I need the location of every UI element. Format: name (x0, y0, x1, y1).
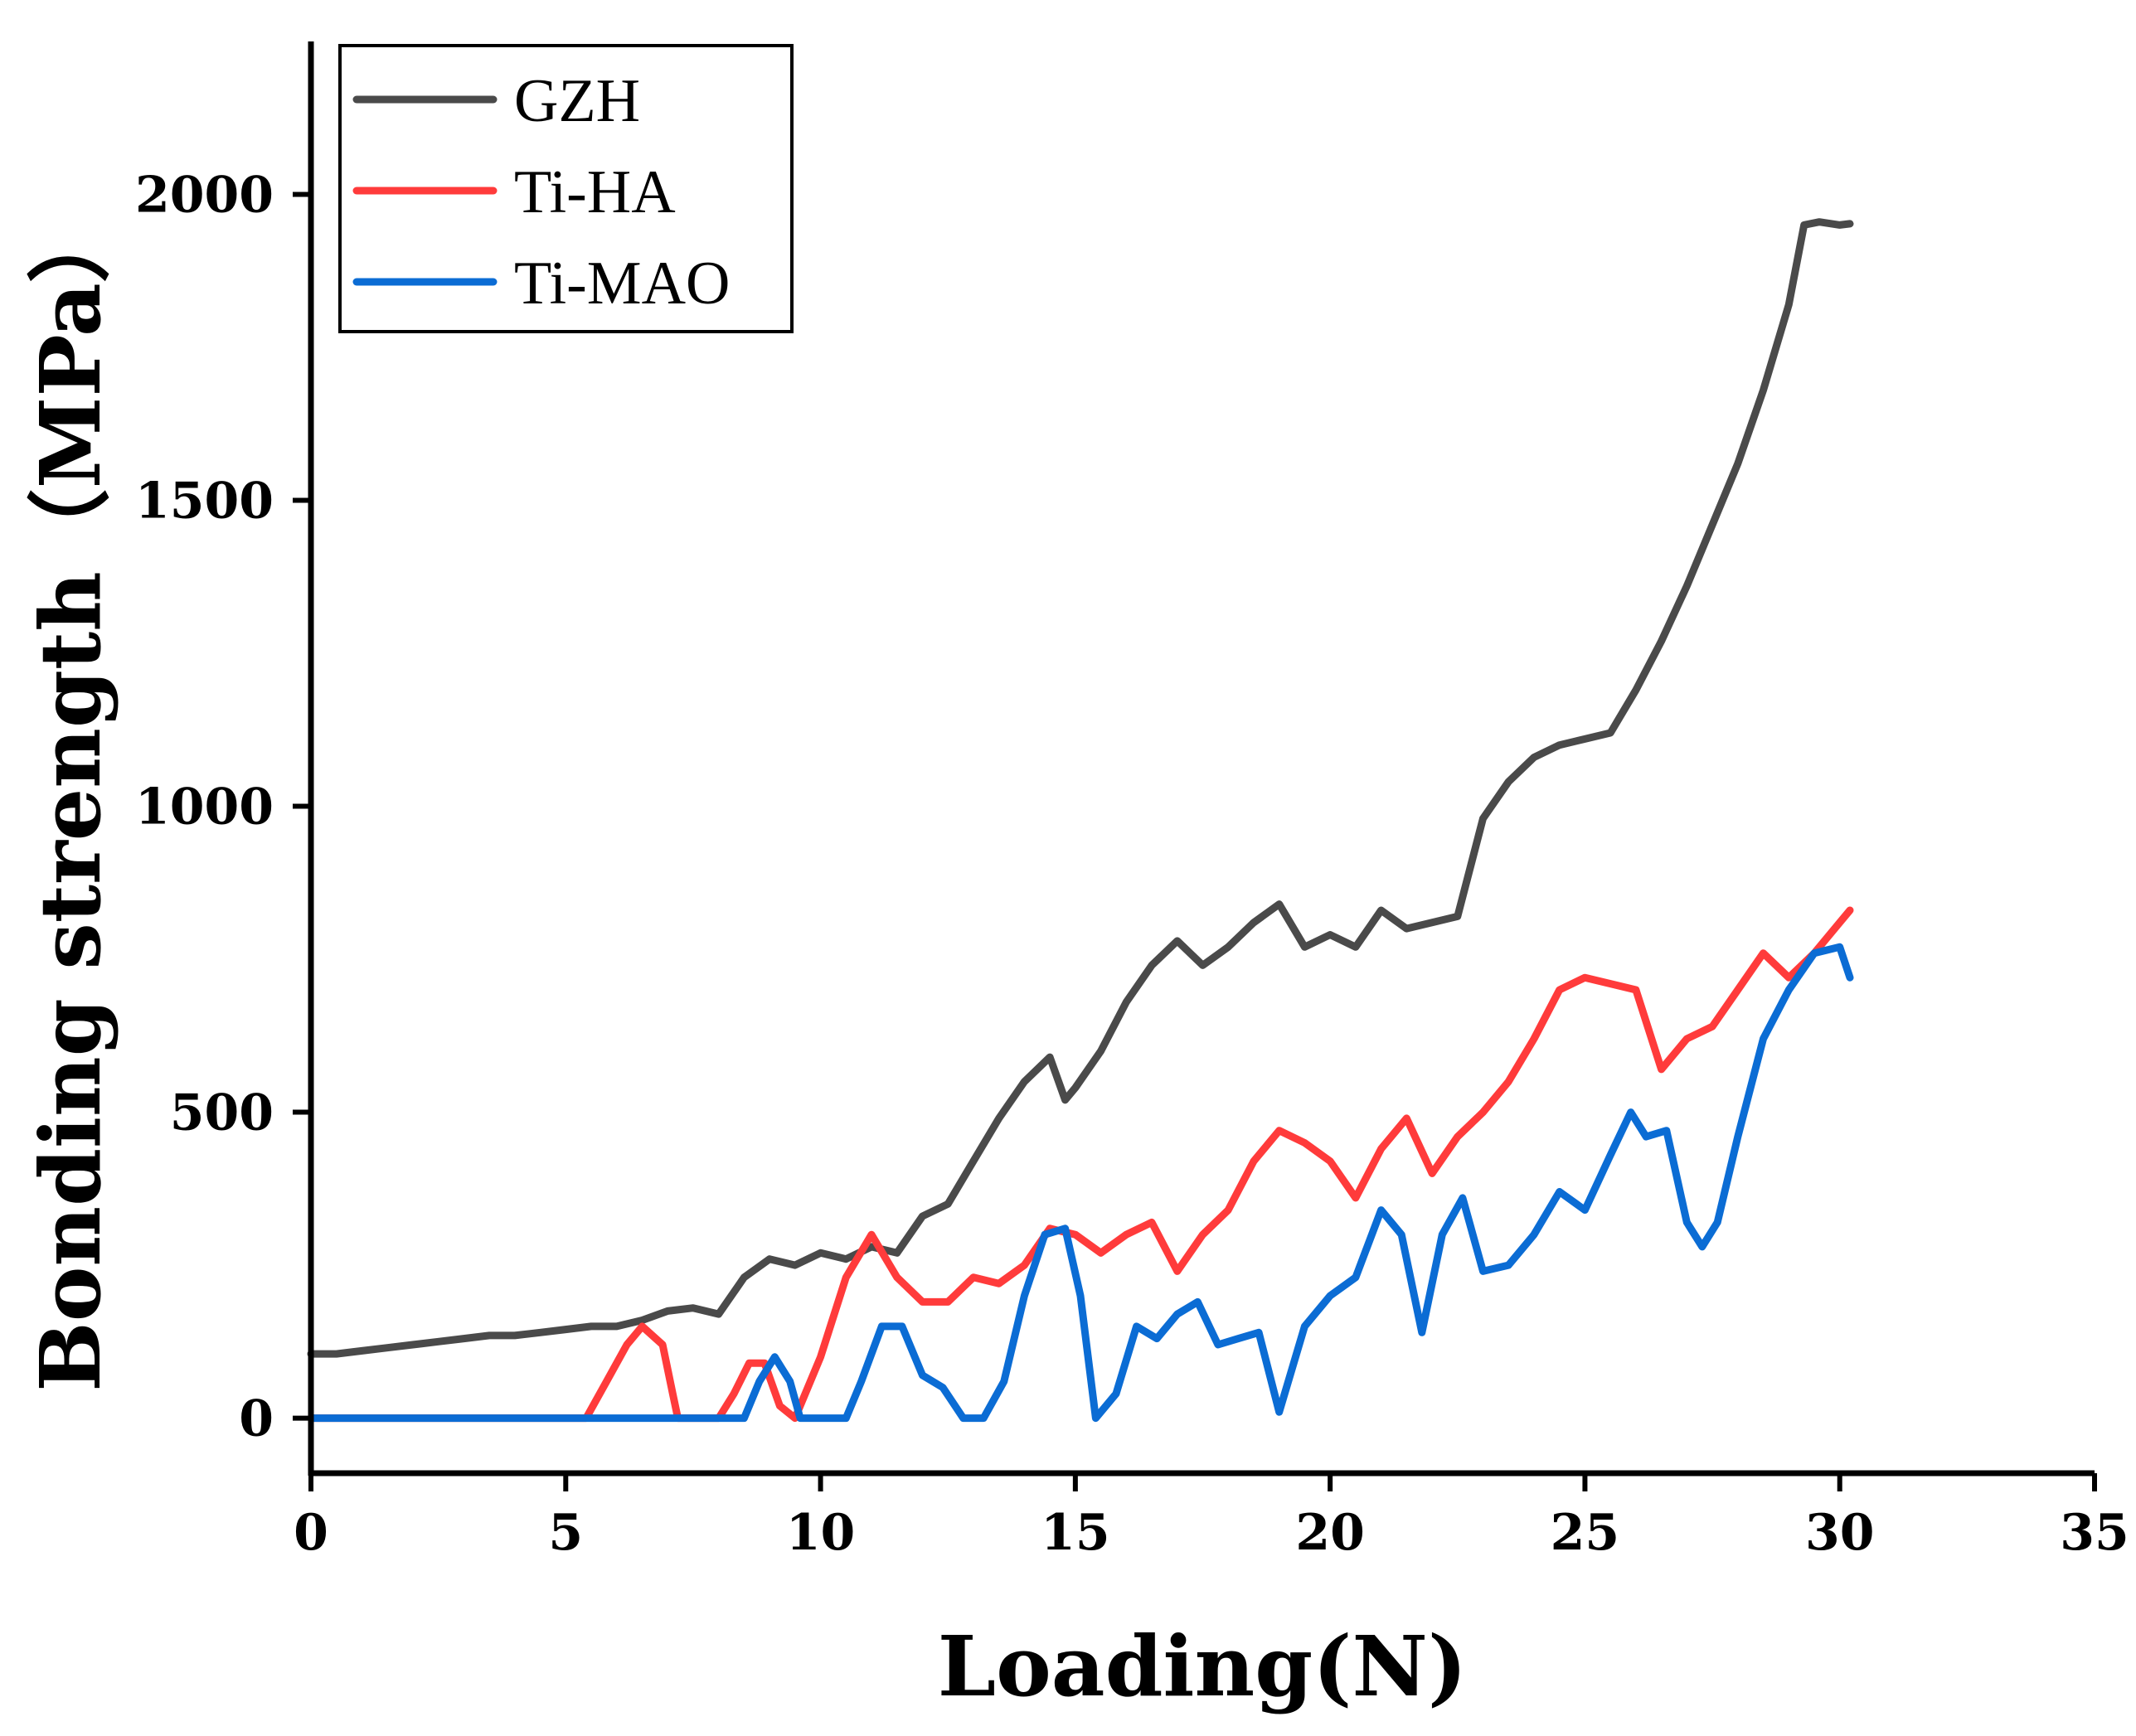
x-tick-label: 5 (548, 1504, 583, 1562)
legend-label-ti-ha: Ti-HA (514, 158, 676, 226)
legend-label-ti-mao: Ti-MAO (514, 250, 730, 318)
ticks-layer: 0 5 10 15 20 25 30 35 0 500 1000 1500 2000 (135, 167, 2129, 1562)
x-axis-title: Loading(N) (938, 1617, 1467, 1715)
x-tick-label: 25 (1551, 1504, 1620, 1562)
x-tick-label: 0 (294, 1504, 328, 1562)
series-line-ti-mao (307, 943, 1854, 1423)
axes-layer (308, 41, 2095, 1477)
series-line-gzh (307, 218, 1854, 1358)
legend-label-gzh: GZH (514, 67, 640, 135)
x-tick-label: 10 (786, 1504, 856, 1562)
x-tick-label: 15 (1041, 1504, 1110, 1562)
y-tick-label: 500 (170, 1084, 274, 1142)
y-tick-label: 0 (239, 1390, 274, 1448)
x-tick-label: 20 (1295, 1504, 1365, 1562)
x-tick-label: 30 (1805, 1504, 1875, 1562)
x-tick-label: 35 (2060, 1504, 2129, 1562)
y-tick-label: 1000 (135, 778, 274, 836)
series-layer (307, 218, 1854, 1423)
y-tick-label: 2000 (135, 167, 274, 225)
y-axis-title: Bonding strength（MPa） (22, 200, 119, 1392)
legend: GZH Ti-HA Ti-MAO (338, 44, 794, 333)
series-line-ti-ha (307, 906, 1854, 1423)
y-tick-label: 1500 (135, 473, 274, 531)
